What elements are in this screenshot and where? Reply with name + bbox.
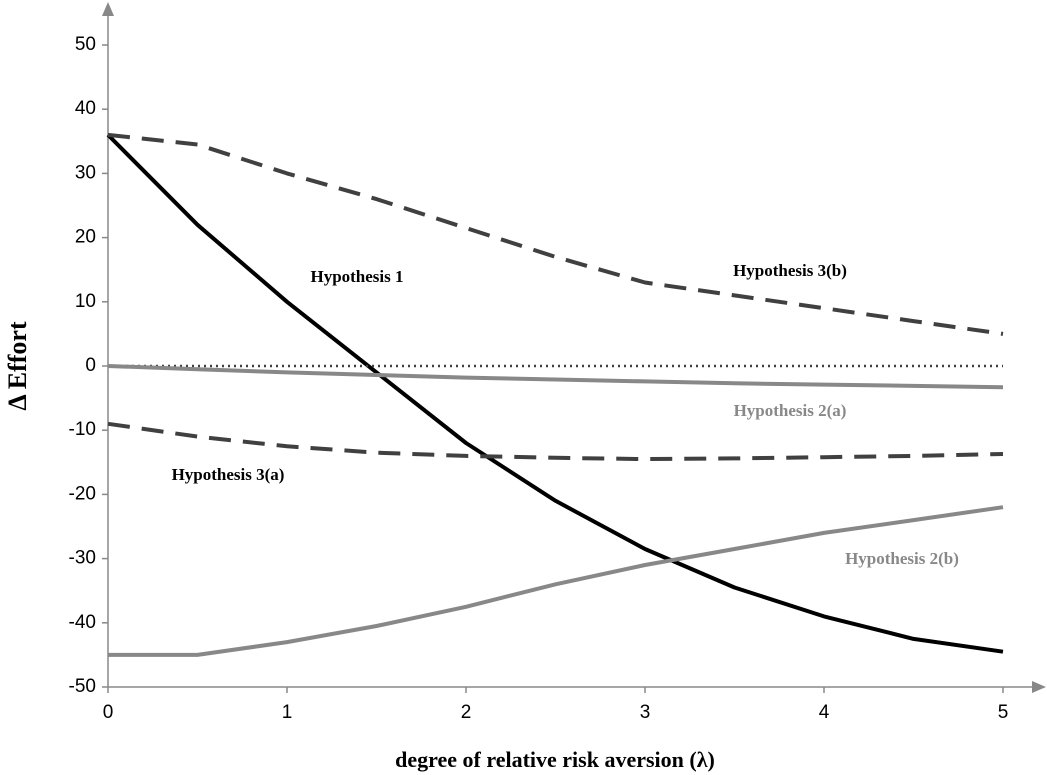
y-tick-label: 20: [75, 227, 96, 248]
y-tick-label: -10: [69, 419, 96, 440]
series-label: Hypothesis 3(a): [172, 465, 285, 484]
series-line: [107, 421, 1004, 462]
x-tick-label: 2: [461, 702, 472, 723]
y-tick-label: 30: [75, 162, 96, 183]
x-tick-label: 3: [640, 702, 651, 723]
series-label: Hypothesis 2(a): [734, 401, 847, 420]
x-tick-label: 0: [103, 702, 114, 723]
y-tick-label: -50: [69, 676, 96, 697]
y-tick-label: 0: [85, 355, 96, 376]
x-axis-title: degree of relative risk aversion (λ): [395, 747, 715, 772]
series-label: Hypothesis 3(b): [733, 261, 847, 280]
series-line: [108, 505, 1004, 657]
x-axis-arrow: [1032, 681, 1046, 693]
y-tick-label: -20: [69, 483, 96, 504]
x-tick-label: 5: [998, 702, 1009, 723]
y-axis-arrow: [102, 2, 114, 16]
x-tick-label: 4: [819, 702, 830, 723]
series-line: [107, 132, 1004, 336]
y-tick-label: -40: [69, 612, 96, 633]
series-label: Hypothesis 2(b): [845, 549, 959, 568]
y-tick-label: -30: [69, 548, 96, 569]
y-tick-label: 10: [75, 291, 96, 312]
series-line: [106, 133, 1004, 654]
x-tick-label: 1: [282, 702, 293, 723]
y-tick-label: 40: [75, 98, 96, 119]
y-axis-title: Δ Effort: [3, 321, 32, 411]
series-line: [107, 364, 1004, 390]
y-tick-label: 50: [75, 34, 96, 55]
series-label: Hypothesis 1: [310, 267, 403, 286]
